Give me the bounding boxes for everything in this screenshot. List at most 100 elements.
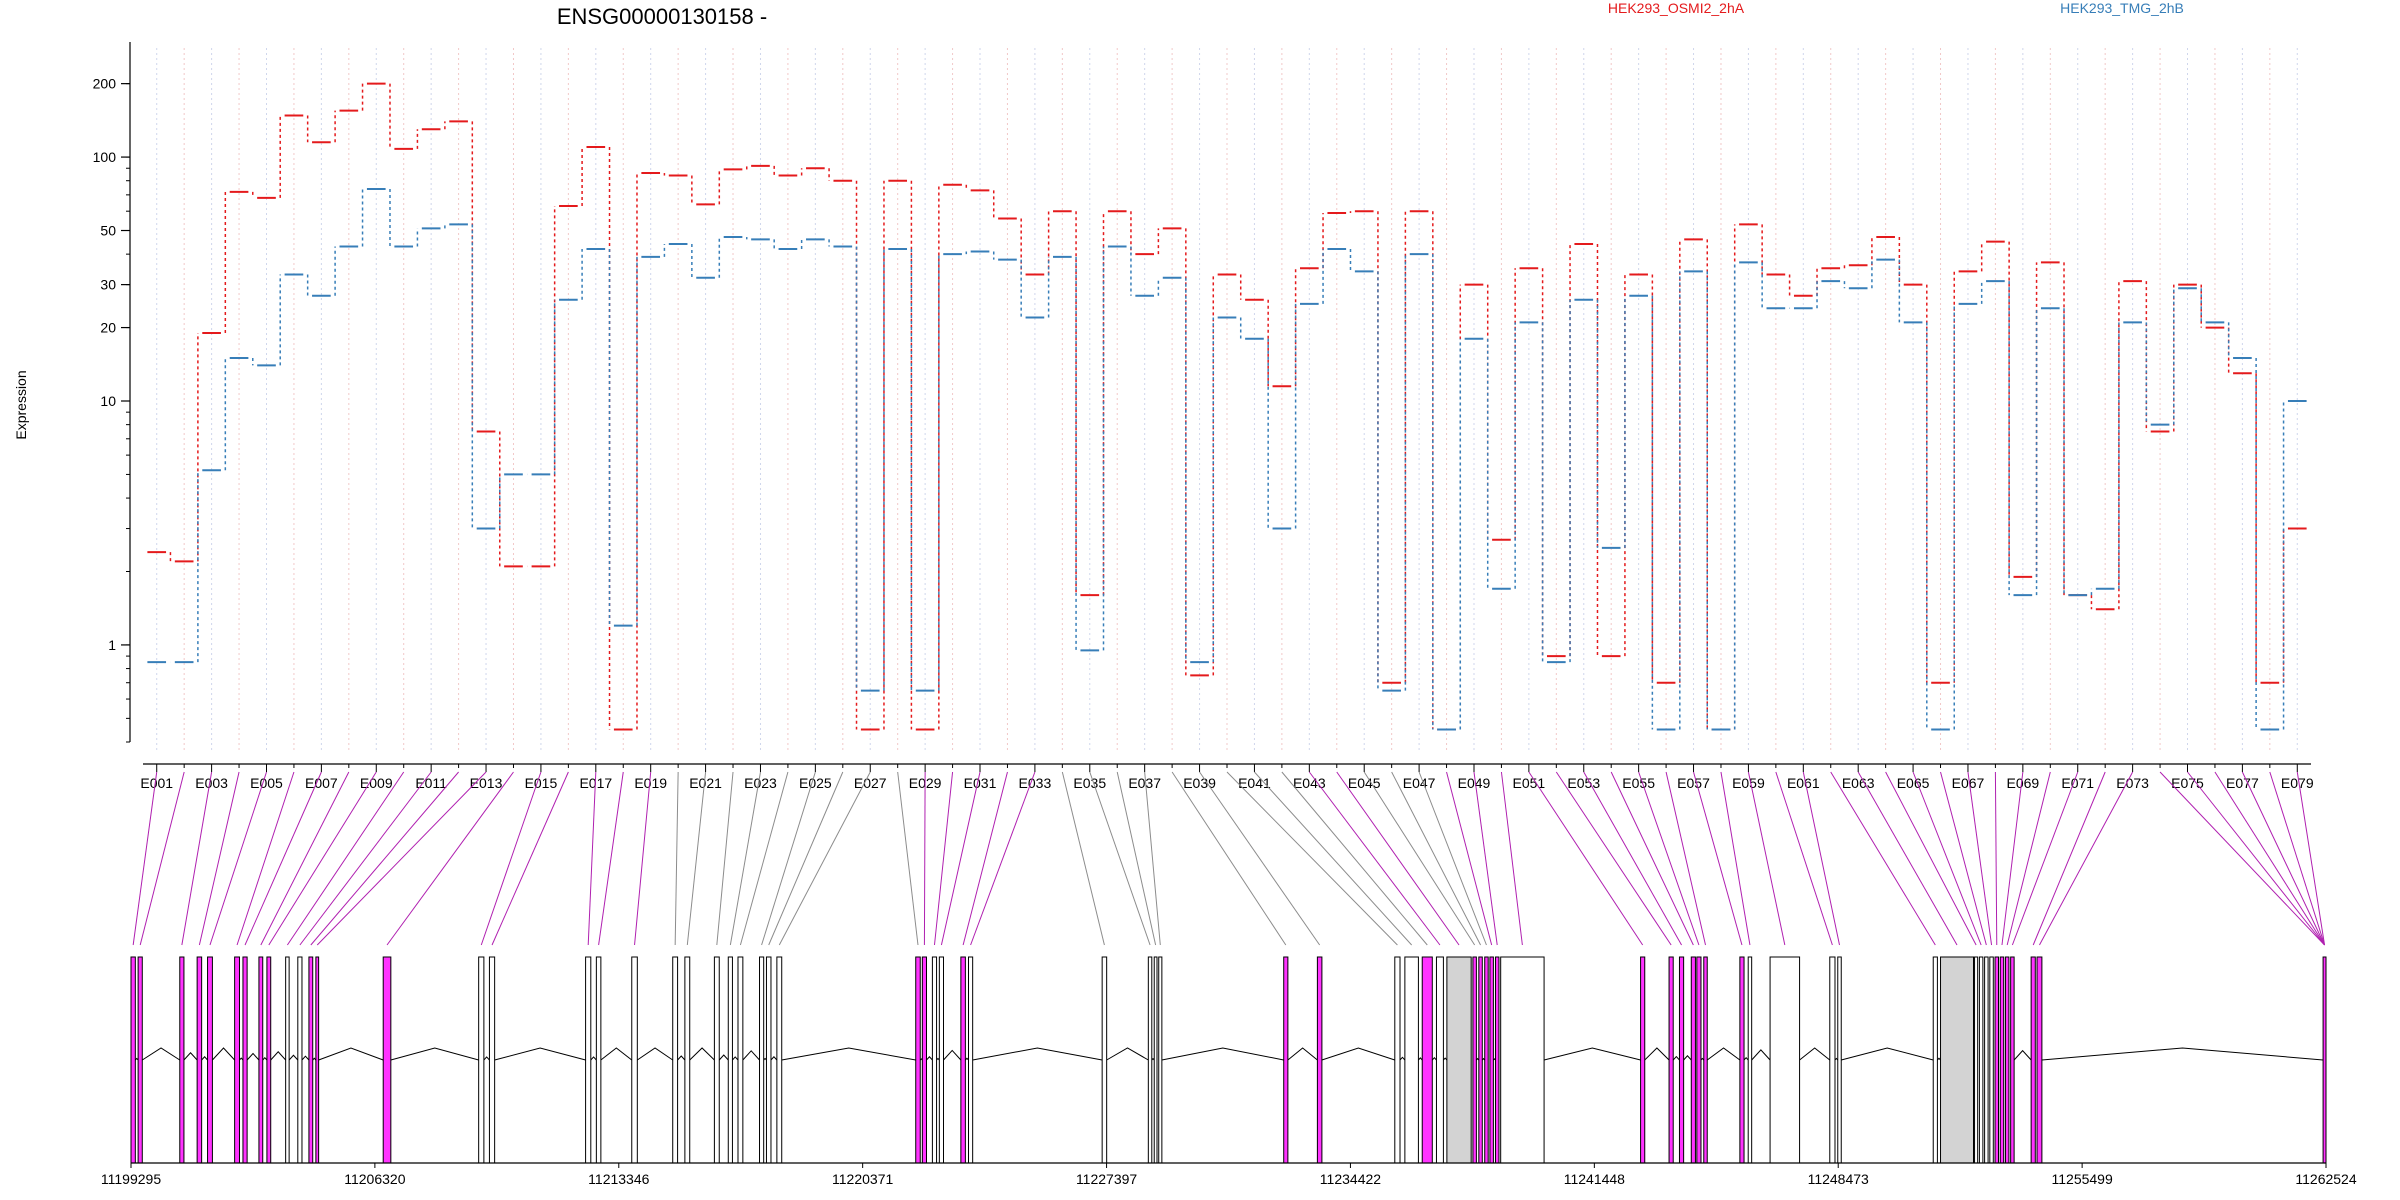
intron-line [781, 1047, 916, 1061]
intron-line [142, 1047, 181, 1061]
connector-e009 [268, 771, 377, 946]
connector-e018 [598, 771, 624, 946]
connector-e016 [491, 771, 569, 946]
genomic-tick-label: 11213346 [588, 1171, 649, 1187]
exon-box-40 [1394, 956, 1401, 1164]
exon-box-72 [2030, 956, 2036, 1164]
intron-line [2013, 1049, 2032, 1061]
x-tick-label-e069: E069 [2006, 775, 2039, 791]
exon-box-20 [672, 956, 679, 1164]
connector-e019 [634, 771, 652, 946]
exon-box-31 [938, 956, 945, 1164]
exon-box-54 [1690, 956, 1696, 1164]
exon-box-26 [765, 956, 772, 1164]
intron-line [201, 1056, 208, 1061]
intron-line [590, 1056, 597, 1061]
connector-e070 [2006, 771, 2051, 946]
genomic-axis: 11199295 11206320 11213346 11220371 11227397… [101, 1162, 2357, 1187]
x-tick-label-e037: E037 [1128, 775, 1161, 791]
y-tick-label: 200 [93, 76, 117, 92]
connector-e069 [2001, 771, 2024, 946]
exon-box-35 [1147, 956, 1153, 1164]
exon-box-19 [631, 956, 638, 1164]
x-tick-label-e065: E065 [1897, 775, 1930, 791]
connector-e078 [2269, 771, 2326, 946]
connector-e048 [1446, 771, 1493, 946]
connector-e032 [962, 771, 1008, 946]
x-tick-label-e001: E001 [140, 775, 173, 791]
exon-box-52 [1668, 956, 1674, 1164]
intron-line [1161, 1047, 1284, 1061]
connector-e033 [970, 771, 1036, 946]
intron-line [1672, 1055, 1680, 1061]
y-tick-label: 100 [93, 149, 117, 165]
connector-e029 [923, 771, 926, 946]
exon-box-43 [1435, 956, 1444, 1164]
genomic-tick-label: 11199295 [101, 1171, 161, 1187]
intron-line [943, 1049, 962, 1061]
connector-e054 [1610, 771, 1694, 946]
connector-e020 [674, 771, 679, 946]
connector-e015 [480, 771, 542, 946]
exon-box-14 [382, 956, 392, 1164]
connector-e004 [198, 771, 240, 946]
connector-e012 [310, 771, 459, 946]
exon-box-74 [2322, 956, 2327, 1164]
intron-line [1431, 1056, 1437, 1061]
y-tick-label: 30 [100, 277, 116, 293]
x-tick-label-e045: E045 [1348, 775, 1381, 791]
exon-box-5 [207, 956, 213, 1164]
exon-box-3 [179, 956, 185, 1164]
exon-box-30 [931, 956, 938, 1164]
connector-e062 [1830, 771, 1936, 946]
x-tick-label-e047: E047 [1403, 775, 1436, 791]
intron-line [288, 1054, 299, 1061]
exon-connector-lines [132, 771, 2326, 946]
connector-e059 [1747, 771, 1786, 946]
intron-line [637, 1047, 674, 1061]
intron-line [1683, 1055, 1692, 1061]
exon-box-16 [488, 956, 496, 1164]
intron-line [312, 1057, 317, 1061]
exon-box-69 [1999, 956, 2005, 1164]
exon-box-2 [137, 956, 143, 1164]
connector-e071 [2011, 771, 2079, 946]
intron-line [1418, 1057, 1423, 1061]
connector-e053 [1583, 771, 1682, 946]
connector-e026 [768, 771, 844, 946]
connector-e035 [1089, 771, 1151, 946]
x-tick-label-e015: E015 [525, 775, 558, 791]
x-tick-label-e049: E049 [1458, 775, 1491, 791]
exon-box-46 [1478, 956, 1483, 1164]
connector-e034 [1061, 771, 1105, 946]
x-tick-label-e013: E013 [470, 775, 503, 791]
intron-line [1743, 1056, 1749, 1061]
x-tick-label-e023: E023 [744, 775, 777, 791]
genomic-tick-label: 11206320 [344, 1171, 405, 1187]
genomic-tick-label: 11234422 [1320, 1171, 1381, 1187]
exon-box-50 [1500, 956, 1545, 1164]
exon-box-21 [684, 956, 691, 1164]
exon-box-7 [242, 956, 248, 1164]
connector-e064 [1885, 771, 1977, 946]
connector-e030 [933, 771, 954, 946]
exon-box-10 [285, 956, 290, 1164]
y-tick-label: 20 [100, 320, 116, 336]
intron-line [301, 1055, 310, 1061]
connector-e045 [1363, 771, 1476, 946]
intron-line [732, 1056, 739, 1061]
x-tick-label-e025: E025 [799, 775, 832, 791]
connector-e025 [761, 771, 816, 946]
exon-box-59 [1769, 956, 1801, 1164]
x-tick-label-e027: E027 [854, 775, 887, 791]
intron-line [1443, 1057, 1448, 1061]
intron-line [494, 1047, 586, 1061]
intron-line [965, 1057, 969, 1061]
x-tick-label-e031: E031 [964, 775, 997, 791]
connector-e003 [181, 771, 213, 946]
x-tick-label-e043: E043 [1293, 775, 1326, 791]
y-tick-label: 1 [108, 637, 116, 653]
connector-e039 [1199, 771, 1321, 946]
exon-box-6 [234, 956, 240, 1164]
connector-e068 [1994, 771, 1998, 946]
